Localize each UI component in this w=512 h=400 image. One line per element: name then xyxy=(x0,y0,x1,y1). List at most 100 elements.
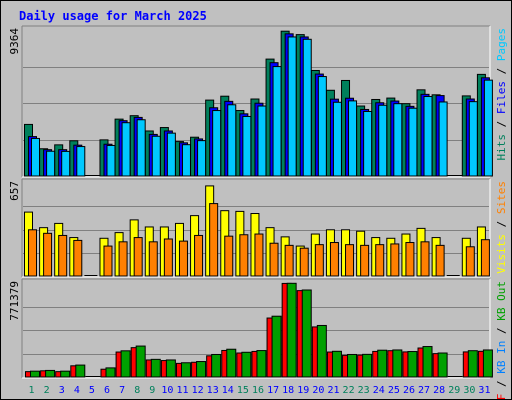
bar-pages xyxy=(212,110,222,177)
bar-sites xyxy=(178,240,188,277)
bar-kb-out xyxy=(301,289,312,378)
day-label: 12 xyxy=(192,385,204,396)
bar-pages xyxy=(453,175,463,176)
bar-kb-out xyxy=(286,282,297,378)
bar-pages xyxy=(31,137,40,177)
day-label: 10 xyxy=(161,385,173,396)
day-label: 23 xyxy=(358,385,370,396)
legend-item: KB F xyxy=(495,394,508,400)
day-label: 19 xyxy=(297,385,309,396)
day-label: 7 xyxy=(119,385,125,396)
bar-pages xyxy=(227,104,237,177)
bar-sites xyxy=(345,244,355,277)
bar-pages xyxy=(257,105,267,177)
bar-pages xyxy=(76,146,86,177)
bar-pages xyxy=(468,101,478,177)
day-label: 20 xyxy=(312,385,324,396)
bar-sites xyxy=(224,235,234,277)
bar-kb-out xyxy=(75,364,86,378)
day-label: 5 xyxy=(89,385,95,396)
bar-sites xyxy=(480,239,490,277)
bar-kb-out xyxy=(30,370,40,378)
bar-kb-out xyxy=(241,351,252,378)
day-label: 24 xyxy=(373,385,385,396)
legend-kbytes: KB F / KB In / KB Out xyxy=(495,281,508,400)
bar-pages xyxy=(181,144,191,177)
bar-sites xyxy=(88,275,98,276)
bar-sites xyxy=(465,246,475,277)
bar-kb-out xyxy=(362,353,373,378)
legend-item: KB In xyxy=(495,341,508,374)
bar-kb-out xyxy=(60,370,71,378)
bar-sites xyxy=(43,232,53,277)
day-label: 22 xyxy=(343,385,355,396)
chart-title: Daily usage for March 2025 xyxy=(19,9,207,23)
bar-kb-out xyxy=(316,324,327,378)
bar-sites xyxy=(163,238,173,277)
day-label: 15 xyxy=(237,385,249,396)
bar-pages xyxy=(348,100,358,177)
bar-kb-out xyxy=(256,350,267,378)
bar-sites xyxy=(103,245,113,277)
bar-kb-out xyxy=(271,315,282,378)
legend-separator: / xyxy=(495,61,508,81)
bar-kb-out xyxy=(165,359,176,378)
bar-sites xyxy=(435,244,445,277)
panel-kbytes: 771379 KB F / KB In / KB Out xyxy=(8,278,508,400)
bar-pages xyxy=(136,119,146,177)
bar-pages xyxy=(46,150,56,177)
bar-sites xyxy=(28,229,37,277)
legend-visits-sites: Visits / Sites xyxy=(495,181,508,274)
bar-pages xyxy=(287,36,297,177)
bar-pages xyxy=(61,150,71,177)
bar-kb-out xyxy=(437,352,448,378)
bar-pages xyxy=(121,122,131,177)
day-label: 28 xyxy=(433,385,445,396)
day-label: 14 xyxy=(222,385,234,396)
bar-sites xyxy=(420,241,430,277)
bar-pages xyxy=(151,135,161,177)
bar-kb-out xyxy=(105,367,116,378)
day-label: 9 xyxy=(149,385,155,396)
bar-kb-out xyxy=(90,376,101,377)
bar-kb-out xyxy=(180,362,191,378)
day-label: 4 xyxy=(74,385,80,396)
bar-pages xyxy=(363,110,373,177)
bar-sites xyxy=(390,243,400,277)
legend-separator: / xyxy=(495,114,508,134)
bar-kb-out xyxy=(196,361,207,378)
bar-pages xyxy=(423,96,433,177)
day-label: 13 xyxy=(207,385,219,396)
day-label: 18 xyxy=(282,385,294,396)
bar-sites xyxy=(450,275,460,276)
day-label: 1 xyxy=(29,385,35,396)
bar-pages xyxy=(91,175,101,176)
bar-kb-out xyxy=(482,349,493,378)
day-label: 30 xyxy=(463,385,475,396)
day-label: 16 xyxy=(252,385,264,396)
bar-kb-out xyxy=(392,349,403,378)
bar-sites xyxy=(73,239,83,277)
bar-sites xyxy=(239,234,249,277)
bar-kb-out xyxy=(331,350,342,378)
bar-sites xyxy=(375,244,385,277)
legend-item: Sites xyxy=(495,181,508,214)
bar-pages xyxy=(166,132,176,177)
bar-kb-out xyxy=(150,358,161,378)
day-label: 3 xyxy=(59,385,65,396)
bar-kb-out xyxy=(120,350,131,378)
day-label: 31 xyxy=(478,385,490,396)
day-label: 26 xyxy=(403,385,415,396)
panel-hits-files-pages: 9364 Hits / Files / Pages xyxy=(8,25,508,178)
bar-pages xyxy=(197,140,207,177)
bar-kb-out xyxy=(226,348,237,378)
panel-visits-sites: 657 Visits / Sites xyxy=(8,178,508,278)
max-label-visits-sites: 657 xyxy=(8,181,21,201)
day-label: 8 xyxy=(134,385,140,396)
legend-hits-files-pages: Hits / Files / Pages xyxy=(495,28,508,161)
bar-pages xyxy=(302,38,312,177)
bar-sites xyxy=(284,244,294,277)
bar-sites xyxy=(254,233,264,277)
bar-pages xyxy=(242,115,252,177)
bar-sites xyxy=(148,241,158,277)
